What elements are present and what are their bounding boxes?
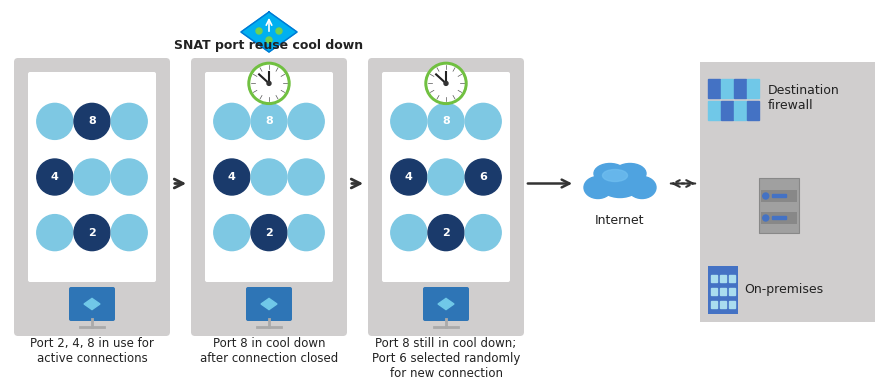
Circle shape <box>763 193 769 199</box>
FancyBboxPatch shape <box>14 58 170 336</box>
Text: 2: 2 <box>442 228 449 238</box>
Ellipse shape <box>614 163 646 183</box>
Bar <box>720 301 726 308</box>
Circle shape <box>428 65 464 101</box>
Bar <box>721 101 733 120</box>
FancyBboxPatch shape <box>246 287 292 321</box>
Bar <box>734 79 746 98</box>
FancyBboxPatch shape <box>423 287 469 321</box>
Circle shape <box>391 215 426 251</box>
Circle shape <box>288 103 324 139</box>
Circle shape <box>425 62 467 104</box>
Circle shape <box>256 28 262 34</box>
Circle shape <box>465 103 502 139</box>
Text: Port 8 still in cool down;
Port 6 selected randomly
for new connection: Port 8 still in cool down; Port 6 select… <box>372 337 520 380</box>
Bar <box>729 275 735 282</box>
Circle shape <box>251 159 287 195</box>
Text: 4: 4 <box>405 172 412 182</box>
Circle shape <box>251 65 287 101</box>
FancyBboxPatch shape <box>191 58 347 336</box>
Circle shape <box>74 215 110 251</box>
Circle shape <box>428 215 464 251</box>
Ellipse shape <box>594 163 626 183</box>
Circle shape <box>465 215 502 251</box>
Bar <box>747 101 759 120</box>
Ellipse shape <box>599 170 641 197</box>
Text: Destination
firewall: Destination firewall <box>768 84 840 112</box>
Circle shape <box>251 215 287 251</box>
Polygon shape <box>438 298 454 310</box>
Circle shape <box>214 103 250 139</box>
Text: 4: 4 <box>228 172 236 182</box>
Polygon shape <box>241 12 297 52</box>
Text: Internet: Internet <box>595 214 645 226</box>
Bar <box>761 212 796 224</box>
Polygon shape <box>84 298 100 310</box>
Polygon shape <box>261 298 277 310</box>
Circle shape <box>288 215 324 251</box>
Bar <box>708 266 738 314</box>
Ellipse shape <box>602 170 628 182</box>
Bar <box>734 101 746 120</box>
Bar <box>772 216 786 219</box>
Circle shape <box>288 159 324 195</box>
Circle shape <box>111 215 147 251</box>
Text: 8: 8 <box>88 116 96 127</box>
Circle shape <box>74 159 110 195</box>
Bar <box>772 194 786 197</box>
FancyBboxPatch shape <box>700 62 875 322</box>
Circle shape <box>111 159 147 195</box>
Circle shape <box>248 62 290 104</box>
FancyBboxPatch shape <box>69 287 115 321</box>
Circle shape <box>465 159 502 195</box>
Bar <box>708 101 720 120</box>
Circle shape <box>214 159 250 195</box>
Bar <box>720 275 726 282</box>
Circle shape <box>444 81 448 86</box>
FancyBboxPatch shape <box>28 72 156 282</box>
Text: 4: 4 <box>51 172 59 182</box>
Ellipse shape <box>584 176 612 199</box>
Ellipse shape <box>628 176 656 199</box>
Circle shape <box>428 103 464 139</box>
Bar <box>711 275 717 282</box>
FancyBboxPatch shape <box>368 58 524 336</box>
Circle shape <box>267 81 271 86</box>
Circle shape <box>276 28 282 34</box>
Circle shape <box>37 103 72 139</box>
Bar <box>711 301 717 308</box>
Circle shape <box>111 103 147 139</box>
Text: 8: 8 <box>265 116 273 127</box>
Text: 2: 2 <box>88 228 96 238</box>
Text: 2: 2 <box>265 228 273 238</box>
Circle shape <box>266 37 272 43</box>
Bar <box>729 288 735 295</box>
Text: 8: 8 <box>442 116 449 127</box>
Text: 6: 6 <box>479 172 487 182</box>
Bar <box>761 190 796 202</box>
FancyBboxPatch shape <box>382 72 510 282</box>
Text: Port 2, 4, 8 in use for
active connections: Port 2, 4, 8 in use for active connectio… <box>30 337 154 365</box>
FancyBboxPatch shape <box>758 178 799 233</box>
Circle shape <box>214 215 250 251</box>
Circle shape <box>74 103 110 139</box>
Circle shape <box>37 159 72 195</box>
Bar <box>720 288 726 295</box>
Bar <box>708 79 720 98</box>
Bar <box>711 288 717 295</box>
Text: On-premises: On-premises <box>744 284 823 296</box>
Text: Port 8 in cool down
after connection closed: Port 8 in cool down after connection clo… <box>200 337 338 365</box>
Bar <box>729 301 735 308</box>
Bar <box>721 79 733 98</box>
Circle shape <box>37 215 72 251</box>
Circle shape <box>251 103 287 139</box>
Circle shape <box>763 215 769 221</box>
Circle shape <box>391 159 426 195</box>
Bar <box>747 79 759 98</box>
Text: SNAT port reuse cool down: SNAT port reuse cool down <box>175 39 364 52</box>
Circle shape <box>428 159 464 195</box>
FancyBboxPatch shape <box>205 72 333 282</box>
Circle shape <box>391 103 426 139</box>
